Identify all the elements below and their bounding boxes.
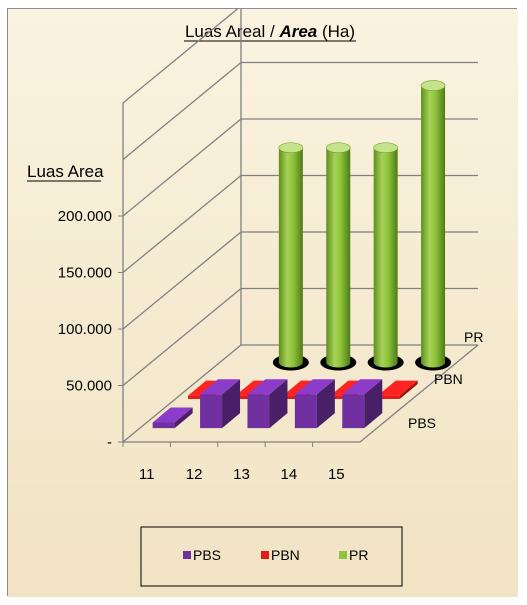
depth-axis-line [359,344,479,443]
y-axis-label: Luas Area [27,162,104,181]
x-tick-label: 15 [328,466,345,483]
chart-frame: Luas Areal / Area (Ha) Luas Area - 50.000… [7,8,518,597]
legend-label-pbs: PBS [193,547,221,563]
pr-bar [278,142,303,368]
pbs-bar-top [200,379,241,395]
pr-bar [326,142,351,368]
x-tick-label: 12 [186,466,203,483]
pbs-bar-top [152,407,193,423]
pbs-bar-side [222,379,241,429]
depth-label-pbs: PBS [408,415,436,431]
pbs-bar-top [342,379,383,395]
pbs-bar-side [174,407,193,429]
pbn-bar [377,395,400,400]
y-tick-label: - [107,434,112,451]
pbn-bar-side [399,380,418,400]
side-gridline [122,174,242,274]
legend-swatch-pbs [183,551,191,559]
legend-swatch-pbn [261,551,269,559]
legend-label-pr: PR [349,547,368,563]
pr-bar-top [325,142,351,154]
legend-swatch-pr [339,551,347,559]
pr-bar-top [278,142,304,154]
pbs-bar-top [247,379,288,395]
side-gridline [122,344,242,443]
y-tick-label: 200.000 [58,208,112,225]
pbs-bar [152,422,175,429]
pbs-bar-side [364,379,383,429]
pbs-bar [200,394,223,429]
x-tick-label: 11 [139,466,155,483]
side-gridline [122,61,242,161]
depth-label-pbn: PBN [434,371,463,387]
chart-title: Luas Areal / Area (Ha) [185,22,355,41]
pr-bar [421,80,446,368]
pr-bar-top [373,142,398,154]
x-tick-label: 13 [233,466,250,483]
side-gridline [122,231,242,330]
pbs-bar-top [294,379,335,395]
side-gridline [122,9,239,104]
chart: Luas Areal / Area (Ha) Luas Area - 50.000… [8,9,518,597]
y-tick-label: 100.000 [58,321,112,338]
pbs-bar [342,394,365,429]
pr-bar-top [420,80,446,91]
pbs-bar [294,394,317,429]
depth-label-pr: PR [464,329,483,345]
legend-label-pbn: PBN [271,547,300,563]
x-tick-label: 14 [281,466,298,483]
legend-box [140,526,403,587]
pbs-bar-side [316,379,335,429]
pbn-bar-top [377,380,418,396]
pbs-bar [247,394,270,429]
y-tick-label: 50.000 [66,378,112,395]
y-tick-label: 150.000 [58,265,112,282]
pbs-bar-side [269,379,288,429]
side-gridline [122,118,242,217]
pr-bar [373,142,398,368]
side-gridline [122,287,242,387]
